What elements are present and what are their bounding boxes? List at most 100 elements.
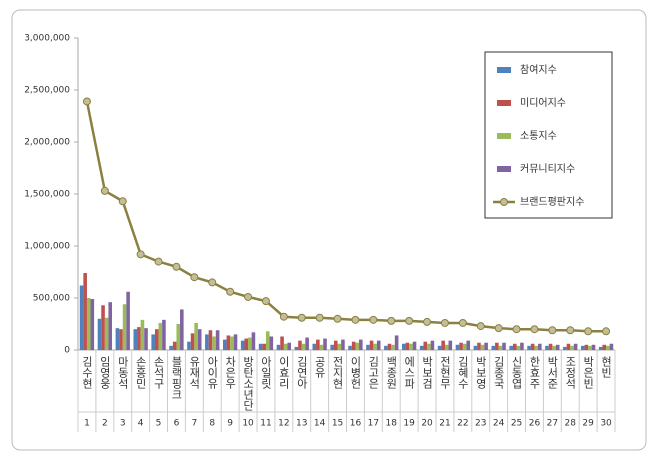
category-label: 방탄소년단 xyxy=(242,356,255,411)
rank-label: 19 xyxy=(403,419,415,429)
bar xyxy=(427,343,431,350)
bar xyxy=(455,344,460,350)
category-label: 에스파 xyxy=(403,356,416,389)
bar xyxy=(90,299,95,350)
rank-label: 21 xyxy=(439,419,450,429)
legend-label: 미디어지수 xyxy=(520,97,566,109)
bar xyxy=(466,340,471,350)
bar xyxy=(205,334,209,350)
category-label: 박보검 xyxy=(421,356,434,389)
category-label: 손석구 xyxy=(152,356,165,389)
bar xyxy=(276,344,281,350)
rank-label: 27 xyxy=(547,419,558,429)
bar xyxy=(516,345,521,350)
line-marker xyxy=(315,313,324,322)
bar xyxy=(108,302,113,350)
bar xyxy=(441,340,445,350)
rank-label: 9 xyxy=(227,419,233,429)
bar xyxy=(473,345,478,350)
category-label: 김수현 xyxy=(80,356,93,389)
bar xyxy=(409,343,413,350)
bar xyxy=(512,343,517,350)
bar xyxy=(104,317,109,350)
bar xyxy=(176,324,181,350)
bar xyxy=(570,345,574,350)
bar xyxy=(580,345,585,350)
line-marker xyxy=(476,322,485,331)
bar xyxy=(212,336,216,350)
bar xyxy=(491,345,496,350)
category-label: 전현무 xyxy=(438,356,451,389)
line-marker xyxy=(602,327,611,336)
bar xyxy=(97,318,102,350)
bar xyxy=(248,337,252,350)
bar xyxy=(498,345,503,350)
bar xyxy=(545,345,549,350)
rank-label: 11 xyxy=(260,419,271,429)
bar xyxy=(180,309,184,350)
bar xyxy=(405,342,410,350)
rank-label: 1 xyxy=(84,419,90,429)
bar xyxy=(423,341,428,350)
bar xyxy=(194,322,198,350)
rank-label: 2 xyxy=(102,419,108,429)
category-label: 김연아 xyxy=(295,356,308,390)
line-marker xyxy=(530,325,539,334)
category-label: 블랙핑크 xyxy=(170,356,183,400)
rank-label: 13 xyxy=(296,419,307,429)
rank-label: 18 xyxy=(386,419,398,429)
bar xyxy=(369,340,374,350)
category-label: 이효리 xyxy=(277,356,290,389)
rank-label: 16 xyxy=(350,419,362,429)
rank-label: 8 xyxy=(209,419,215,429)
legend-label: 소통지수 xyxy=(520,130,557,142)
bar xyxy=(222,339,227,350)
line-marker xyxy=(423,317,432,326)
bar xyxy=(215,330,220,350)
bar xyxy=(283,343,288,350)
legend-swatch xyxy=(497,67,511,73)
bar xyxy=(437,345,442,350)
line-marker xyxy=(172,262,181,271)
category-label: 임영웅 xyxy=(98,356,111,389)
bar xyxy=(280,336,284,350)
bar xyxy=(226,335,231,350)
bar xyxy=(534,345,539,350)
line-marker xyxy=(261,297,270,306)
bar xyxy=(137,327,141,350)
y-tick-label: 1,000,000 xyxy=(24,242,70,252)
bar xyxy=(373,343,377,350)
bar xyxy=(591,344,596,350)
category-label: 아일릿 xyxy=(259,356,272,389)
category-label: 조정석 xyxy=(564,356,577,390)
bar xyxy=(355,342,360,350)
bar xyxy=(520,342,524,350)
bar xyxy=(548,343,553,350)
rank-label: 28 xyxy=(565,419,577,429)
line-marker xyxy=(279,312,288,321)
legend-swatch xyxy=(497,100,511,106)
line-marker xyxy=(369,315,378,324)
rank-label: 6 xyxy=(174,419,180,429)
bar xyxy=(448,340,453,350)
bar xyxy=(319,344,324,350)
category-label: 마동석 xyxy=(116,356,129,390)
bar xyxy=(584,344,589,350)
legend-swatch xyxy=(497,133,511,139)
bar xyxy=(305,337,309,350)
bar xyxy=(187,341,191,350)
bar xyxy=(154,329,159,350)
category-label: 현빈 xyxy=(600,356,613,378)
line-marker xyxy=(333,314,342,323)
bar xyxy=(527,345,531,350)
category-label: 공유 xyxy=(313,356,326,378)
bar xyxy=(348,345,352,350)
rank-label: 30 xyxy=(600,419,612,429)
line-marker xyxy=(208,278,217,287)
line-marker xyxy=(440,318,449,327)
bar xyxy=(230,336,234,350)
bar xyxy=(552,345,556,350)
line-marker xyxy=(512,325,521,334)
bar xyxy=(387,343,392,350)
bar xyxy=(509,345,513,350)
